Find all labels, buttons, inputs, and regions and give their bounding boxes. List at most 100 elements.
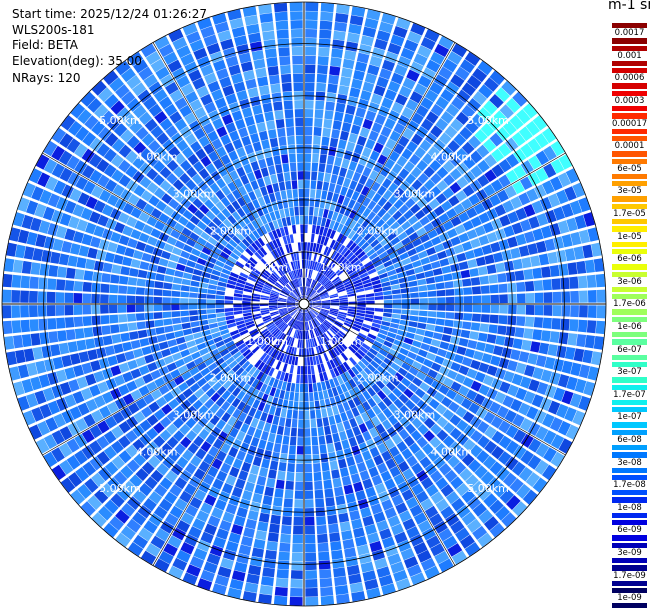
ray-gate-cell xyxy=(81,362,93,375)
ray-gate-cell xyxy=(408,366,419,376)
ray-gate-cell xyxy=(447,343,458,353)
ray-gate-cell xyxy=(219,76,232,89)
ray-gate-cell xyxy=(312,216,318,225)
ray-gate-cell xyxy=(567,333,578,346)
ray-gate-cell xyxy=(298,308,300,311)
ray-gate-cell xyxy=(265,254,273,263)
ray-gate-cell xyxy=(299,215,304,225)
ray-gate-cell xyxy=(393,398,404,409)
ray-gate-cell xyxy=(334,111,344,122)
ray-gate-cell xyxy=(348,209,357,220)
ray-gate-cell xyxy=(118,420,131,434)
ray-gate-cell xyxy=(224,162,235,173)
ray-gate-cell xyxy=(126,304,136,313)
ray-gate-cell xyxy=(290,587,303,597)
ray-gate-cell xyxy=(233,419,243,430)
ray-gate-cell xyxy=(239,329,249,336)
ray-gate-cell xyxy=(364,317,374,322)
colorbar-cell: 1.7e-05 xyxy=(611,202,648,226)
ray-gate-cell xyxy=(269,326,278,334)
colorbar-tick-label: 1.7e-05 xyxy=(612,209,647,220)
ray-gate-cell xyxy=(341,158,350,169)
ray-gate-cell xyxy=(127,277,138,286)
ray-gate-cell xyxy=(312,383,318,392)
ray-gate-cell xyxy=(369,271,379,279)
ray-gate-cell xyxy=(236,401,246,412)
ray-gate-cell xyxy=(139,176,152,189)
ray-gate-cell xyxy=(534,292,544,303)
ray-gate-cell xyxy=(104,345,116,356)
ray-gate-cell xyxy=(470,359,481,370)
ray-gate-cell xyxy=(348,464,358,475)
ray-gate-cell xyxy=(361,257,371,266)
ray-gate-cell xyxy=(22,182,36,198)
ray-gate-cell xyxy=(225,122,237,134)
ray-gate-cell xyxy=(336,223,344,233)
ray-gate-cell xyxy=(484,169,497,183)
ray-gate-cell xyxy=(542,317,552,329)
ray-gate-cell xyxy=(66,455,81,470)
ray-gate-cell xyxy=(295,251,300,261)
ray-gate-cell xyxy=(291,309,298,317)
ray-gate-cell xyxy=(315,243,320,253)
ray-gate-cell xyxy=(385,458,397,470)
ray-gate-cell xyxy=(246,396,256,407)
ray-gate-cell xyxy=(263,175,272,186)
ray-gate-cell xyxy=(437,304,446,311)
ray-gate-cell xyxy=(260,299,269,302)
ray-gate-cell xyxy=(351,518,363,530)
range-ring-label: 1.00km xyxy=(320,261,362,274)
ray-gate-cell xyxy=(565,168,579,184)
ray-gate-cell xyxy=(335,284,345,290)
ray-gate-cell xyxy=(535,426,549,441)
ray-gate-cell xyxy=(536,212,549,227)
ray-gate-cell xyxy=(226,204,236,214)
ray-gate-cell xyxy=(103,522,119,538)
ray-gate-cell xyxy=(224,296,234,300)
ray-gate-cell xyxy=(442,377,454,388)
ray-gate-cell xyxy=(317,426,325,437)
ray-gate-cell xyxy=(347,308,357,313)
ray-gate-cell xyxy=(235,282,245,288)
ray-gate-cell xyxy=(203,561,218,574)
ray-gate-cell xyxy=(120,502,136,517)
ray-gate-cell xyxy=(240,61,254,73)
ray-gate-cell xyxy=(110,440,124,454)
ray-gate-cell xyxy=(448,401,460,413)
ray-gate-cell xyxy=(504,409,517,423)
ray-gate-cell xyxy=(268,405,276,416)
ray-gate-cell xyxy=(330,338,338,347)
ray-gate-cell xyxy=(304,126,313,136)
ray-gate-cell xyxy=(381,536,396,549)
ray-gate-cell xyxy=(30,217,42,232)
ray-gate-cell xyxy=(268,304,278,306)
ray-gate-cell xyxy=(258,130,269,141)
ray-gate-cell xyxy=(93,395,106,408)
ray-gate-cell xyxy=(51,145,65,161)
ray-gate-cell xyxy=(458,261,469,271)
ray-gate-cell xyxy=(210,327,220,334)
ray-gate-cell xyxy=(387,515,401,528)
ray-gate-cell xyxy=(72,390,85,404)
ray-gate-cell xyxy=(435,224,446,235)
ray-gate-cell xyxy=(192,226,204,236)
ray-gate-cell xyxy=(333,30,346,41)
ray-gate-cell xyxy=(58,253,70,266)
ray-gate-cell xyxy=(398,428,410,440)
ray-gate-cell xyxy=(334,413,342,424)
ray-gate-cell xyxy=(312,280,318,289)
ray-gate-cell xyxy=(398,168,410,180)
ray-gate-cell xyxy=(470,238,481,249)
ray-gate-cell xyxy=(277,218,283,228)
ray-gate-cell xyxy=(582,349,593,364)
ray-gate-cell xyxy=(126,459,140,473)
ray-gate-cell xyxy=(321,190,328,200)
ray-gate-cell xyxy=(168,565,184,579)
ray-gate-cell xyxy=(354,318,364,323)
ray-gate-cell xyxy=(417,519,432,533)
ray-gate-cell xyxy=(430,103,444,117)
ray-gate-cell xyxy=(290,252,295,262)
ray-gate-cell xyxy=(312,319,318,328)
ray-gate-cell xyxy=(374,38,388,51)
ray-gate-cell xyxy=(207,284,218,290)
